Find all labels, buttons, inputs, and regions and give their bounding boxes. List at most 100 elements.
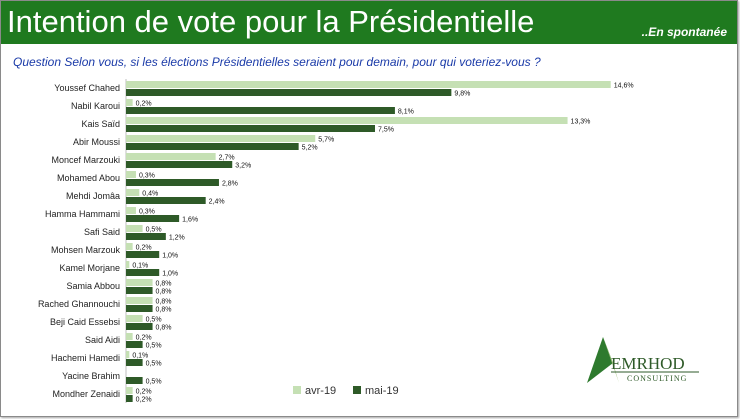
bar-avr-19 [126, 297, 153, 304]
bar-mai-19 [126, 377, 143, 384]
bar-avr-19 [126, 315, 143, 322]
category-label: Kais Saïd [81, 119, 120, 129]
category-label: Mehdi Jomâa [66, 191, 120, 201]
logo-tagline: CONSULTING [627, 374, 687, 383]
category-label: Nabil Karoui [71, 101, 120, 111]
data-label: 8,1% [398, 109, 414, 116]
data-label: 2,8% [222, 181, 238, 188]
bar-mai-19 [126, 233, 166, 240]
bar-mai-19 [126, 359, 143, 366]
data-label: 0,8% [156, 281, 172, 288]
data-label: 0,5% [146, 227, 162, 234]
data-label: 0,2% [136, 389, 152, 396]
bar-mai-19 [126, 341, 143, 348]
data-label: 14,6% [614, 83, 634, 90]
bar-avr-19 [126, 333, 133, 340]
legend-label: mai-19 [365, 385, 399, 397]
bar-avr-19 [126, 189, 140, 196]
bar-avr-19 [126, 351, 130, 358]
data-label: 0,3% [139, 209, 155, 216]
data-label: 0,2% [136, 101, 152, 108]
data-label: 2,7% [219, 155, 235, 162]
company-logo: EMRHOD CONSULTING [587, 337, 699, 383]
bar-avr-19 [126, 135, 316, 142]
bar-mai-19 [126, 161, 233, 168]
category-label: Hachemi Hamedi [51, 353, 120, 363]
data-label: 0,8% [156, 299, 172, 306]
page-subtitle: ..En spontanée [641, 25, 727, 39]
category-label: Youssef Chahed [54, 83, 120, 93]
data-label: 0,2% [136, 397, 152, 404]
bar-avr-19 [126, 153, 216, 160]
data-label: 5,7% [318, 137, 334, 144]
bar-mai-19 [126, 107, 395, 114]
data-label: 5,2% [302, 145, 318, 152]
category-label: Abir Moussi [73, 137, 120, 147]
data-label: 7,5% [378, 127, 394, 134]
bar-mai-19 [126, 395, 133, 402]
bar-mai-19 [126, 305, 153, 312]
data-label: 0,5% [146, 361, 162, 368]
data-label: 0,2% [136, 245, 152, 252]
data-label: 1,0% [162, 253, 178, 260]
category-label: Mohamed Abou [57, 173, 120, 183]
title-banner: Intention de vote pour la Présidentielle… [1, 1, 737, 44]
data-label: 0,1% [132, 263, 148, 270]
bar-avr-19 [126, 99, 133, 106]
data-label: 2,4% [209, 199, 225, 206]
bar-mai-19 [126, 125, 375, 132]
bar-mai-19 [126, 269, 160, 276]
bar-avr-19 [126, 387, 133, 394]
bar-mai-19 [126, 179, 219, 186]
bar-mai-19 [126, 215, 180, 222]
bar-avr-19 [126, 243, 133, 250]
data-label: 0,1% [132, 353, 148, 360]
data-label: 0,8% [156, 325, 172, 332]
category-label: Kamel Morjane [59, 263, 120, 273]
data-label: 1,2% [169, 235, 185, 242]
survey-question: Question Selon vous, si les élections Pr… [13, 55, 541, 69]
legend-swatch [293, 386, 301, 394]
category-label: Yacine Brahim [62, 371, 120, 381]
page-title: Intention de vote pour la Présidentielle [7, 4, 535, 39]
category-label: Samia Abbou [66, 281, 120, 291]
data-label: 0,8% [156, 307, 172, 314]
data-label: 9,8% [454, 91, 470, 98]
category-label: Safi Said [84, 227, 120, 237]
bar-avr-19 [126, 207, 136, 214]
bar-avr-19 [126, 81, 611, 88]
category-label: Mohsen Marzouk [51, 245, 121, 255]
data-label: 0,8% [156, 289, 172, 296]
bar-mai-19 [126, 143, 299, 150]
category-label: Moncef Marzouki [51, 155, 120, 165]
data-label: 0,4% [142, 191, 158, 198]
bar-avr-19 [126, 225, 143, 232]
bar-mai-19 [126, 197, 206, 204]
data-label: 0,2% [136, 335, 152, 342]
bar-mai-19 [126, 251, 160, 258]
data-label: 0,3% [139, 173, 155, 180]
bar-avr-19 [126, 279, 153, 286]
bar-mai-19 [126, 323, 153, 330]
bar-avr-19 [126, 117, 568, 124]
logo-mountain-icon [587, 337, 613, 383]
category-label: Hamma Hammami [45, 209, 120, 219]
bar-avr-19 [126, 171, 136, 178]
logo-name: EMRHOD [611, 354, 685, 373]
data-label: 0,5% [146, 379, 162, 386]
category-label: Rached Ghannouchi [38, 299, 120, 309]
category-label: Mondher Zenaidi [52, 389, 120, 399]
category-label: Beji Caid Essebsi [50, 317, 120, 327]
bar-mai-19 [126, 89, 452, 96]
bar-mai-19 [126, 287, 153, 294]
data-label: 1,6% [182, 217, 198, 224]
data-label: 1,0% [162, 271, 178, 278]
legend-label: avr-19 [305, 385, 336, 397]
category-label: Said Aidi [85, 335, 120, 345]
data-label: 0,5% [146, 343, 162, 350]
data-label: 0,5% [146, 317, 162, 324]
bar-avr-19 [126, 261, 130, 268]
data-label: 13,3% [571, 119, 591, 126]
